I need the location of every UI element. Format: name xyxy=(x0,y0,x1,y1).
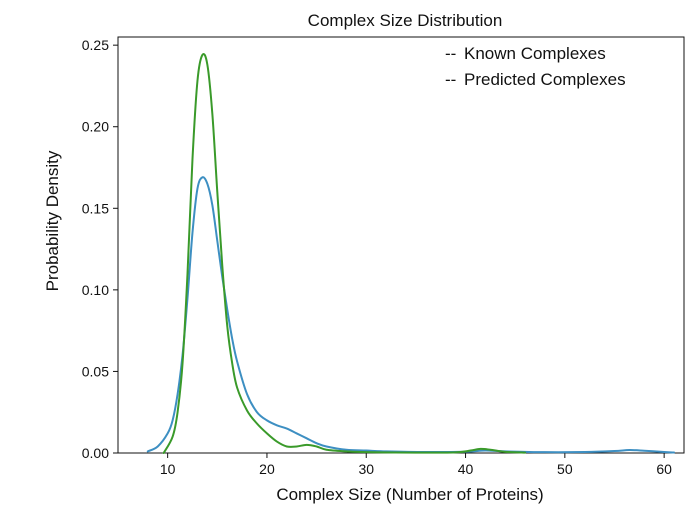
legend-label-predicted: Predicted Complexes xyxy=(464,70,626,89)
legend-symbol-predicted: -- xyxy=(445,70,456,89)
y-tick-label: 0.00 xyxy=(82,445,109,461)
y-axis-label: Probability Density xyxy=(43,150,62,291)
y-tick-label: 0.15 xyxy=(82,200,109,216)
x-tick-label: 60 xyxy=(656,461,672,477)
y-tick-label: 0.05 xyxy=(82,363,109,379)
series-layer xyxy=(146,52,676,454)
x-tick-label: 30 xyxy=(358,461,374,477)
chart-title: Complex Size Distribution xyxy=(308,11,503,30)
legend: -- Known Complexes -- Predicted Complexe… xyxy=(445,44,626,89)
y-axis-ticks: 0.00 0.05 0.10 0.15 0.20 0.25 xyxy=(82,37,118,461)
x-axis-ticks: 10 20 30 40 50 60 xyxy=(160,453,672,477)
plot-frame xyxy=(117,36,685,454)
legend-symbol-known: -- xyxy=(445,44,456,63)
x-axis-label: Complex Size (Number of Proteins) xyxy=(276,485,543,504)
x-tick-label: 20 xyxy=(259,461,275,477)
series-line-known-complexes xyxy=(162,52,527,454)
x-tick-label: 50 xyxy=(557,461,573,477)
legend-label-known: Known Complexes xyxy=(464,44,606,63)
x-tick-label: 40 xyxy=(458,461,474,477)
x-tick-label: 10 xyxy=(160,461,176,477)
y-tick-label: 0.25 xyxy=(82,37,109,53)
y-tick-label: 0.10 xyxy=(82,282,109,298)
y-tick-label: 0.20 xyxy=(82,119,109,135)
